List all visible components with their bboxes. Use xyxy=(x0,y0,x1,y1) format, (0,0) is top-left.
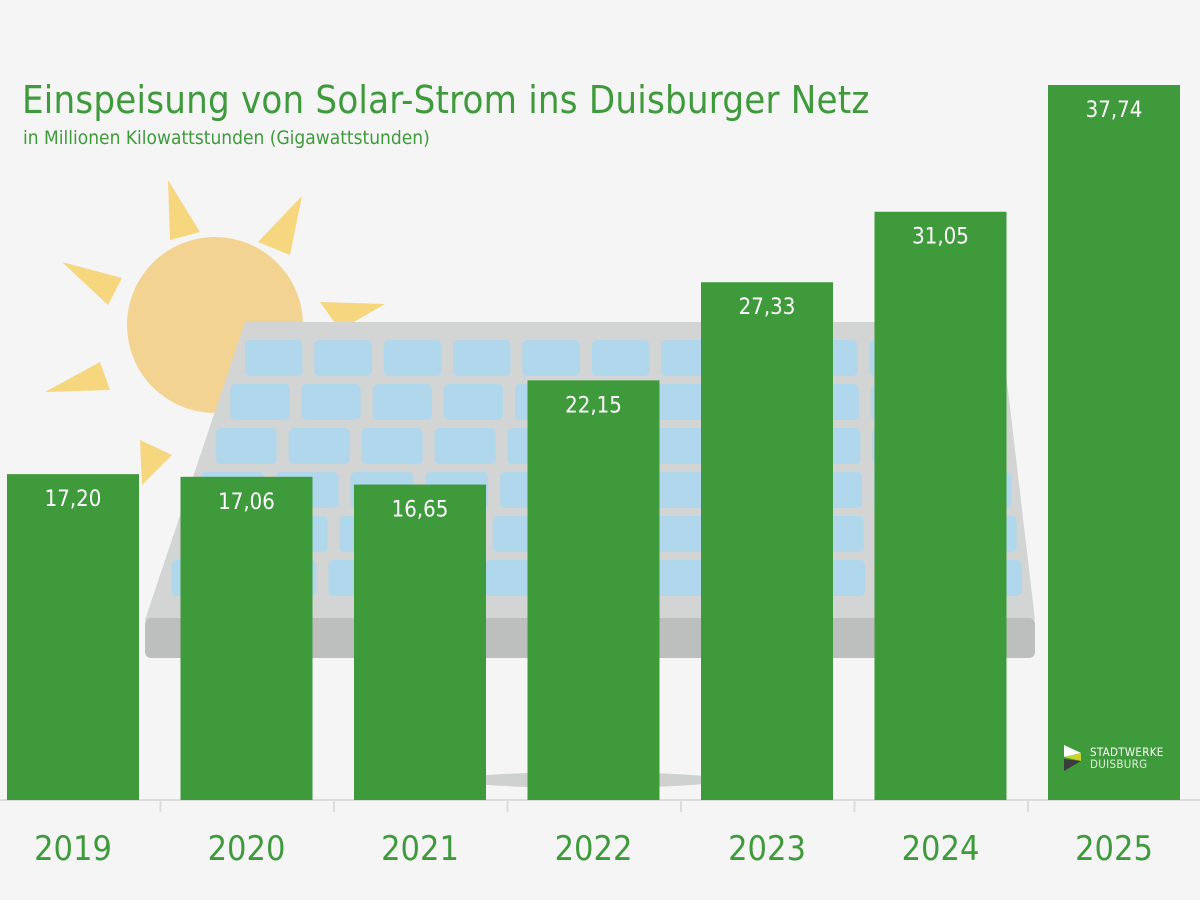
x-tick-label: 2020 xyxy=(208,829,286,869)
panel-cell xyxy=(653,428,715,464)
data-label: 16,65 xyxy=(392,498,449,523)
panel-cell xyxy=(301,384,361,420)
chart-subtitle: in Millionen Kilowattstunden (Gigawattst… xyxy=(23,127,430,149)
panel-cell xyxy=(649,472,713,508)
bar-2021 xyxy=(354,484,486,800)
bar-2022 xyxy=(527,380,660,800)
panel-cell xyxy=(453,340,511,376)
data-label: 17,06 xyxy=(218,490,275,515)
bar-2024 xyxy=(874,211,1007,801)
bar-2019 xyxy=(7,474,139,800)
data-label: 27,33 xyxy=(739,295,796,320)
data-label: 37,74 xyxy=(1086,98,1143,123)
logo-line1: STADTWERKE xyxy=(1090,745,1164,759)
stadtwerke-logo: STADTWERKE DUISBURG xyxy=(1064,745,1164,771)
data-label: 22,15 xyxy=(565,393,622,418)
panel-cell xyxy=(522,340,580,376)
logo-mark-icon xyxy=(1064,745,1081,771)
panel-cell xyxy=(591,340,650,376)
data-label: 17,20 xyxy=(45,487,102,512)
chart-title: Einspeisung von Solar-Strom ins Duisburg… xyxy=(22,78,870,122)
panel-cell xyxy=(314,340,372,376)
bar-2023 xyxy=(701,282,833,800)
panel-cell xyxy=(230,384,290,420)
x-tick-label: 2022 xyxy=(555,829,633,869)
panel-cell xyxy=(361,428,423,464)
x-tick-label: 2025 xyxy=(1075,829,1153,869)
panel-cell xyxy=(443,384,504,420)
bar-2020 xyxy=(180,476,313,800)
panel-cell xyxy=(215,428,277,464)
data-label: 31,05 xyxy=(912,225,969,250)
panel-cell xyxy=(434,428,496,464)
panel-cell xyxy=(288,428,350,464)
panel-cell xyxy=(245,340,303,376)
panel-cell xyxy=(383,340,442,376)
x-tick-label: 2023 xyxy=(728,829,806,869)
bar-2025 xyxy=(1048,85,1180,800)
x-tick-label: 2021 xyxy=(381,829,459,869)
panel-cell xyxy=(645,516,711,552)
x-tick-label: 2024 xyxy=(902,829,980,869)
panel-cell xyxy=(372,384,432,420)
x-tick-label: 2019 xyxy=(34,829,112,869)
logo-line2: DUISBURG xyxy=(1090,757,1148,771)
